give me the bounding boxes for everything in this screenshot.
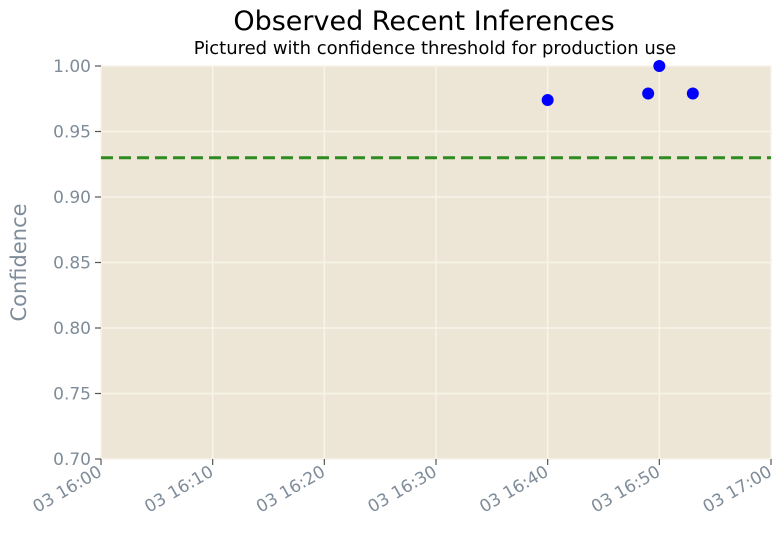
y-axis-label: Confidence — [7, 203, 31, 321]
y-tick-label: 0.70 — [53, 450, 91, 470]
x-tick-label: 03 16:10 — [141, 462, 217, 517]
data-point — [653, 60, 666, 72]
chart-title: Observed Recent Inferences — [233, 6, 614, 37]
data-point — [642, 87, 655, 100]
y-tick-label: 0.85 — [53, 254, 91, 274]
chart-subtitle: Pictured with confidence threshold for p… — [194, 38, 676, 59]
data-points — [541, 60, 699, 107]
x-tick-label: 03 16:00 — [30, 462, 106, 517]
y-tick-label: 0.80 — [53, 319, 91, 339]
x-tick-label: 03 16:20 — [253, 462, 329, 517]
x-tick-label: 03 16:40 — [476, 462, 552, 517]
x-tick-label: 03 16:30 — [365, 462, 441, 517]
y-tick-label: 1.00 — [53, 57, 91, 77]
y-tick-label: 0.75 — [53, 385, 91, 405]
x-tick-label: 03 17:00 — [700, 462, 776, 517]
y-tick-label: 0.95 — [53, 123, 91, 143]
y-tick-label: 0.90 — [53, 188, 91, 208]
data-point — [686, 87, 699, 100]
x-tick-label: 03 16:50 — [588, 462, 664, 517]
data-point — [541, 94, 554, 107]
